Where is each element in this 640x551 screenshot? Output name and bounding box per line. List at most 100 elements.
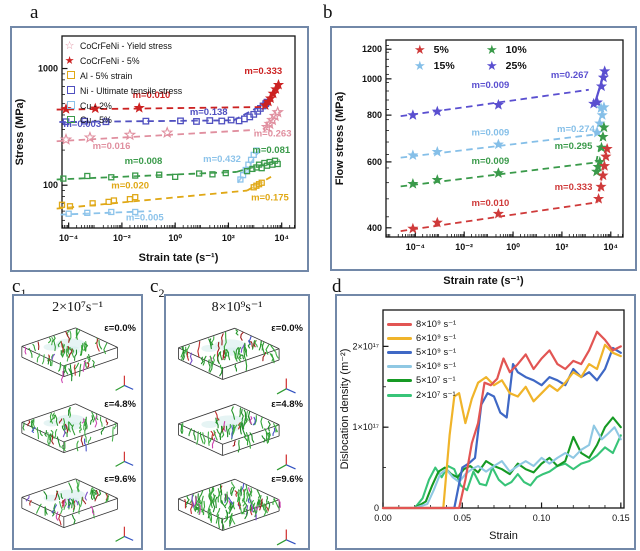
panel-b-xaxis-title: Strain rate (s⁻¹) (443, 275, 524, 287)
annotation-10: m=0.175 (251, 192, 289, 203)
panel-d-label: d (332, 276, 342, 297)
x-tick-label: 0.00 (374, 513, 392, 523)
series-cocrfeni-yield-stress (56, 105, 284, 145)
line-swatch-icon (387, 379, 412, 383)
annotation-7: m=0.432 (203, 154, 241, 165)
panel-a-label: a (30, 2, 39, 23)
line-swatch-icon (387, 350, 412, 354)
y-tick-label: 100 (43, 180, 58, 190)
legend-label: 25% (505, 60, 527, 72)
strain-label: ε=4.8% (104, 399, 136, 410)
legend-label: CoCrFeNi - Yield stress (80, 41, 172, 52)
legend-item: ★ 10% (486, 42, 558, 57)
sim-box (21, 478, 134, 543)
legend-label: 5×10⁸ s⁻¹ (416, 361, 457, 372)
x-tick-label: 10⁴ (274, 233, 288, 243)
strain-label: ε=0.0% (104, 323, 136, 334)
sim-snapshot-c2-strain0: ε=0.0% (178, 323, 304, 395)
y-axis-title: Dislocation density (m⁻²) (339, 349, 351, 470)
strain-label: ε=9.6% (271, 474, 303, 485)
x-tick-label: 10⁰ (506, 242, 520, 252)
legend-label: 5×10⁹ s⁻¹ (416, 346, 457, 357)
annotation-9: m=0.020 (111, 180, 149, 191)
dislocation-lines (180, 329, 279, 377)
dislocation-lines (24, 328, 108, 384)
legend-label: 6×10⁹ s⁻¹ (416, 332, 457, 343)
legend-label: Ni - Ultimate tensile stress (80, 85, 183, 96)
axis-ticks: 10⁻⁴ 10⁻² 10⁰ 10² 10⁴ 400 600 800 1000 1200 (362, 44, 623, 252)
star-marker-icon: ★ (64, 55, 75, 68)
annotation-4: m=0.009 (472, 156, 510, 167)
line-swatch-icon (387, 322, 412, 326)
sim-snapshot-c1-strain0: ε=0.0% (21, 323, 137, 391)
sim-box (21, 403, 134, 467)
y-tick-label: 1000 (38, 64, 58, 74)
square-marker-icon (62, 115, 77, 125)
line-swatch-icon (387, 336, 412, 340)
sim-box (178, 403, 296, 471)
strain-label: ε=0.0% (271, 323, 303, 334)
panel-d-chart: 0.00 0.05 0.10 0.15 0 1×10¹⁷ 2×10¹⁷ Strain Dislo… (339, 309, 630, 542)
y-tick-label: 1000 (362, 74, 382, 84)
dislocation-lines (184, 481, 281, 531)
sim-box-frame (178, 327, 280, 380)
panel-a-chart: 10⁻⁴ 10⁻² 10⁰ 10² 10⁴ 100 1000 Strain tate (s⁻¹… (14, 35, 296, 264)
x-tick-label: 10⁰ (168, 233, 182, 243)
panel-c1: 2×10⁷s⁻¹ ε=0.0% ε=4.8% ε=9.6% (12, 294, 143, 550)
legend-item: Ni - Ultimate tensile stress (62, 83, 182, 98)
series-cocrfeni-5- (56, 78, 285, 114)
series-2-10-s- (381, 434, 622, 510)
legend-item: 8×10⁹ s⁻¹ (387, 317, 456, 331)
line-swatch-icon (387, 365, 412, 369)
panel-c1-label: c1 (12, 276, 27, 300)
series-5- (400, 143, 613, 234)
sim-snapshot-c1-strain96: ε=9.6% (21, 474, 137, 543)
series-5-10-s- (381, 416, 622, 510)
plot-frame (385, 39, 624, 238)
y-tick-label: 400 (367, 223, 382, 233)
legend-item: Cu - 5% (62, 113, 182, 128)
legend-label: 8×10⁹ s⁻¹ (416, 318, 457, 329)
panel-b-label: b (323, 2, 333, 23)
annotation-2: m=0.138 (190, 107, 228, 118)
legend-item: ★ 5% (414, 43, 486, 56)
legend-label: Al - 5% strain (80, 70, 133, 81)
annotation-5: m=0.016 (93, 141, 131, 152)
axis-triad-icon (115, 451, 134, 467)
star-marker-icon: ★ (486, 42, 498, 57)
axis-ticks: 0.00 0.05 0.10 0.15 0 1×10¹⁷ 2×10¹⁷ (352, 341, 629, 523)
series-5-10-s- (381, 346, 622, 510)
dislocation-lines (180, 405, 278, 453)
panel-c2-label: c2 (150, 276, 165, 300)
panel-c2: 8×10⁹s⁻¹ ε=0.0% ε=4.8% ε=9.6% (164, 294, 310, 550)
x-tick-label: 10⁻⁴ (406, 242, 425, 252)
sim-snapshot-c2-strain48: ε=4.8% (178, 399, 304, 471)
sim-snapshot-c2-strain96: ε=9.6% (178, 474, 304, 546)
x-tick-label: 10² (555, 242, 568, 252)
x-tick-label: 10⁴ (604, 242, 618, 252)
axis-triad-icon (276, 529, 296, 546)
series-al-5-strain (56, 176, 272, 210)
panel-a: 10⁻⁴ 10⁻² 10⁰ 10² 10⁴ 100 1000 Strain tate (s⁻¹… (10, 26, 309, 272)
x-tick-label: 0.15 (612, 513, 630, 523)
series-8-10-s- (381, 330, 622, 510)
sim-box-frame (21, 478, 118, 529)
panel-d-legend: 8×10⁹ s⁻¹ 6×10⁹ s⁻¹ 5×10⁹ s⁻¹ 5×10⁸ s⁻¹ 5×10… (387, 317, 456, 402)
legend-item: Al - 5% strain (62, 69, 182, 84)
panel-d: 0.00 0.05 0.10 0.15 0 1×10¹⁷ 2×10¹⁷ Strain Dislo… (335, 294, 636, 550)
series-25- (400, 65, 611, 120)
annotation-4: m=0.263 (254, 128, 292, 139)
sim-box (178, 479, 296, 546)
plot-frame (61, 35, 296, 229)
annotation-7: m=0.333 (555, 182, 593, 193)
legend-label: 10% (505, 44, 527, 56)
annotation-0: m=0.009 (472, 80, 510, 91)
y-axis-title: Stress (MPa) (14, 98, 26, 165)
axis-triad-icon (276, 454, 296, 471)
series-cu-2- (60, 147, 262, 217)
annotation-11: m=0.005 (126, 212, 164, 223)
sim-box-frame (21, 327, 118, 377)
y-tick-label: 600 (367, 157, 382, 167)
y-tick-label: 1200 (362, 44, 382, 54)
x-tick-label: 10⁻⁴ (59, 233, 78, 243)
